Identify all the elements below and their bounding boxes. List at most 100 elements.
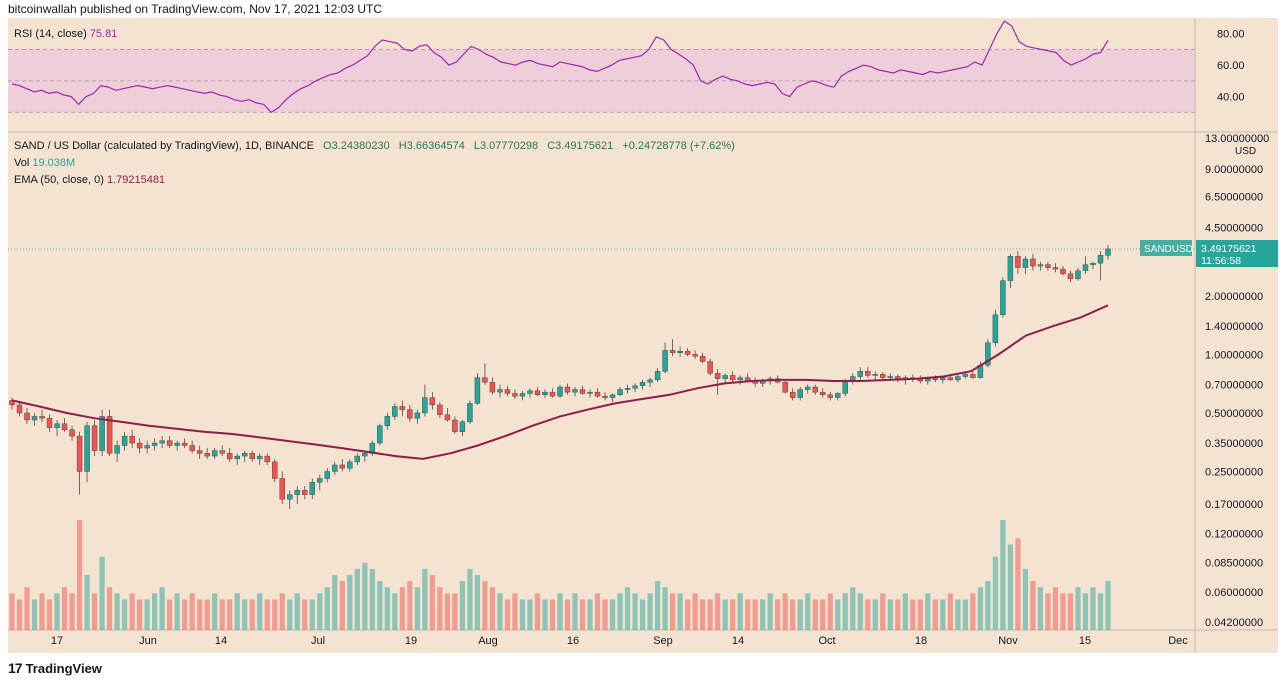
- footer: 17 TradingView: [8, 660, 102, 676]
- candle-body: [527, 390, 533, 394]
- candle-body: [587, 391, 593, 394]
- time-axis-tick: 19: [405, 635, 417, 647]
- grid: [8, 18, 1278, 653]
- symbol-title: SAND / US Dollar (calculated by TradingV…: [14, 140, 314, 152]
- volume-bar: [227, 599, 233, 630]
- candle-body: [377, 425, 383, 444]
- volume-bar: [700, 599, 706, 630]
- rsi-legend: RSI (14, close) 75.81: [14, 28, 117, 40]
- volume-bar: [422, 568, 428, 630]
- volume-legend: Vol 19.038M: [14, 157, 75, 169]
- candle-body: [129, 435, 135, 444]
- volume-bar: [910, 599, 916, 630]
- volume-bar: [512, 593, 518, 630]
- candle-body: [1007, 256, 1014, 281]
- volume-bar: [54, 593, 60, 630]
- price-axis-tick: 1.00000000: [1205, 349, 1263, 361]
- chart-area[interactable]: 80.00 60.00 40.00 13.00000000 9.00000000 6.50…: [8, 18, 1278, 653]
- volume-bar: [429, 575, 435, 630]
- volume-bar: [572, 593, 578, 630]
- volume-bar: [685, 599, 691, 630]
- candle-body: [647, 379, 653, 383]
- volume-bar: [16, 599, 23, 630]
- candle-body: [489, 381, 496, 393]
- volume-bar: [414, 587, 420, 630]
- time-axis-tick: 18: [915, 635, 927, 647]
- candle-body: [714, 373, 721, 379]
- candle-body: [76, 435, 83, 472]
- volume-bar: [317, 593, 323, 630]
- candle-body: [572, 389, 578, 393]
- candle-body: [61, 423, 68, 430]
- volume-bar: [392, 593, 398, 630]
- price-axis-tick: 4.50000000: [1205, 223, 1263, 235]
- candle-body: [782, 381, 788, 393]
- volume-bar: [955, 599, 961, 630]
- volume-bar: [1105, 581, 1111, 630]
- volume-bar: [1015, 538, 1021, 630]
- volume-label: Vol: [14, 157, 30, 169]
- tradingview-logo-icon: 17: [8, 660, 23, 676]
- volume-bar: [827, 593, 833, 630]
- time-axis-tick: 15: [1079, 635, 1091, 647]
- candle-body: [940, 377, 946, 381]
- volume-bar: [1022, 568, 1029, 630]
- candle-body: [865, 371, 871, 376]
- volume-bar: [707, 599, 713, 630]
- volume-bar: [564, 599, 571, 630]
- candle-body: [1075, 270, 1081, 280]
- candle-body: [392, 406, 398, 417]
- volume-bar: [940, 599, 946, 630]
- rsi-axis-tick: 40.00: [1217, 92, 1245, 104]
- volume-bar: [152, 593, 158, 630]
- volume-bar: [534, 593, 541, 630]
- candle-body: [422, 397, 428, 414]
- volume-bar: [985, 581, 991, 630]
- volume-bar: [76, 520, 83, 630]
- volume-bar: [519, 599, 526, 630]
- candle-body: [211, 450, 218, 457]
- candle-body: [564, 386, 571, 393]
- candle-body: [707, 361, 713, 374]
- rsi-axis-tick: 60.00: [1217, 60, 1245, 72]
- volume-bar: [737, 593, 743, 630]
- volume-bar: [850, 587, 856, 630]
- ema-line: [11, 304, 1109, 460]
- volume-bar: [865, 599, 871, 630]
- candle-body: [602, 395, 608, 398]
- time-axis-tick: Jun: [139, 635, 157, 647]
- chart-svg[interactable]: 80.00 60.00 40.00 13.00000000 9.00000000 6.50…: [8, 18, 1278, 653]
- volume-bar: [775, 599, 781, 630]
- candle-body: [84, 425, 90, 472]
- candle-body: [69, 429, 75, 437]
- candle-body: [1030, 258, 1036, 267]
- candle-body: [985, 342, 991, 366]
- candle-body: [790, 391, 796, 398]
- candle-body: [1105, 248, 1111, 256]
- low-value: L3.07770298: [473, 140, 539, 152]
- candle-body: [594, 391, 601, 397]
- rsi-line: [11, 20, 1109, 114]
- candle-body: [302, 490, 308, 495]
- volume-bar: [302, 599, 308, 630]
- candle-body: [932, 378, 939, 381]
- price-axis-tick: 0.50000000: [1205, 408, 1263, 420]
- candle-body: [534, 390, 541, 396]
- volume-bar: [249, 599, 255, 630]
- candle-body: [459, 421, 466, 432]
- price-axis-tick: 0.25000000: [1205, 466, 1263, 478]
- volume-bar: [722, 599, 728, 630]
- candle-body: [632, 385, 638, 389]
- volume-bar: [962, 599, 968, 630]
- candle-body: [970, 374, 976, 378]
- volume-bar: [880, 593, 886, 630]
- volume-bar: [790, 599, 796, 630]
- candle-body: [272, 461, 278, 479]
- volume-bar: [977, 587, 983, 630]
- volume-bar: [332, 575, 338, 630]
- price-axis-tick: 0.70000000: [1205, 380, 1263, 392]
- candle-body: [279, 478, 285, 500]
- volume-bar: [69, 593, 75, 630]
- price-tag-timer: 11:56:58: [1201, 255, 1241, 267]
- volume-bar: [99, 556, 105, 630]
